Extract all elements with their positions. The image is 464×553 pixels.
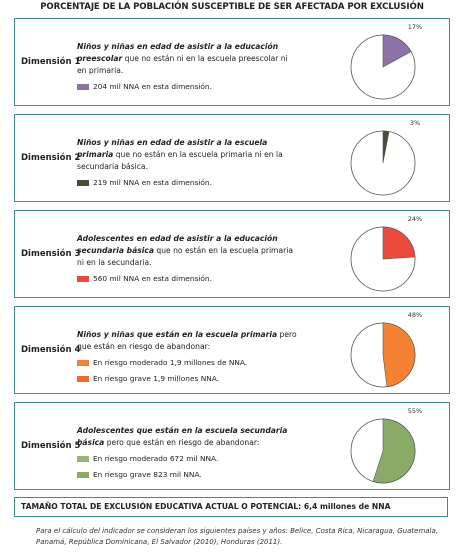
pie-value-label: 24% <box>408 215 422 223</box>
pie-chart: 48% <box>350 311 422 388</box>
legend-item: 560 mil NNA en esta dimensión. <box>77 273 297 285</box>
legend-swatch <box>77 180 89 186</box>
dimension-name: Dimensión 4 <box>21 345 81 355</box>
dimension-box: Dimensión 1 Niños y niñas en edad de asis… <box>14 18 450 106</box>
dimension-box: Dimensión 2 Niños y niñas en edad de asis… <box>14 114 450 202</box>
legend-item: En riesgo grave 823 mil NNA. <box>77 469 297 481</box>
legend-item: En riesgo grave 1,9 millones NNA. <box>77 373 297 385</box>
dimension-box: Dimensión 4 Niños y niñas que están en la… <box>14 306 450 394</box>
legend-swatch <box>77 376 89 382</box>
legend-item: 204 mil NNA en esta dimensión. <box>77 81 297 93</box>
description-text: pero que están en riesgo de abandonar: <box>77 330 297 351</box>
description-emphasis: Niños y niñas que están en la escuela pr… <box>77 330 278 339</box>
dimension-name: Dimensión 1 <box>21 57 81 67</box>
legend-label: En riesgo moderado 672 mil NNA. <box>93 454 219 463</box>
legend-label: 219 mil NNA en esta dimensión. <box>93 178 212 187</box>
dimension-box: Dimensión 5 Adolescentes que están en la … <box>14 402 450 490</box>
legend-swatch <box>77 456 89 462</box>
legend-item: En riesgo moderado 672 mil NNA. <box>77 453 297 465</box>
total-value: 6,4 millones de NNA <box>303 502 391 511</box>
description-emphasis: Adolescentes que están en la escuela sec… <box>77 426 288 447</box>
legend-item: En riesgo moderado 1,9 millones de NNA. <box>77 357 297 369</box>
pie-slice <box>382 130 390 164</box>
description: Niños y niñas que están en la escuela pr… <box>77 329 297 385</box>
pie-value-label: 17% <box>408 23 422 31</box>
footnote: Para el cálculo del indicador se conside… <box>36 527 439 546</box>
legend-swatch <box>77 360 89 366</box>
pie-value-label: 3% <box>410 119 420 127</box>
legend-swatch <box>77 84 89 90</box>
legend-swatch <box>77 276 89 282</box>
dimension-name: Dimensión 2 <box>21 153 81 163</box>
description: Niños y niñas en edad de asistir a la es… <box>77 137 297 189</box>
pie-value-label: 48% <box>408 311 422 319</box>
legend-item: 219 mil NNA en esta dimensión. <box>77 177 297 189</box>
legend-label: 560 mil NNA en esta dimensión. <box>93 274 212 283</box>
description-emphasis: Adolescentes en edad de asistir a la edu… <box>77 234 278 255</box>
legend-label: En riesgo grave 823 mil NNA. <box>93 470 202 479</box>
description-emphasis: Niños y niñas en edad de asistir a la es… <box>77 138 268 159</box>
pie-chart: 3% <box>350 119 420 196</box>
description-text: que no están en la escuela primaria ni e… <box>77 150 283 171</box>
pie-chart: 24% <box>350 215 422 292</box>
description: Adolescentes que están en la escuela sec… <box>77 425 297 481</box>
legend-label: En riesgo grave 1,9 millones NNA. <box>93 374 220 383</box>
pie-value-label: 55% <box>408 407 422 415</box>
legend-label: En riesgo moderado 1,9 millones de NNA. <box>93 358 248 367</box>
pie-chart: 55% <box>350 407 422 484</box>
dimension-name: Dimensión 3 <box>21 249 81 259</box>
pie-slice <box>382 226 416 260</box>
pie-slice <box>382 322 416 388</box>
title: PORCENTAJE DE LA POBLACIÓN SUSCEPTIBLE D… <box>40 2 424 12</box>
pie-chart: 17% <box>350 23 422 100</box>
total: TAMAÑO TOTAL DE EXCLUSIÓN EDUCATIVA ACTU… <box>14 497 448 517</box>
description-emphasis: Niños y niñas en edad de asistir a la ed… <box>77 42 279 63</box>
total-label: TAMAÑO TOTAL DE EXCLUSIÓN EDUCATIVA ACTU… <box>21 502 302 511</box>
description-text: que no están en la escuela primaria ni e… <box>77 246 293 267</box>
legend-label: 204 mil NNA en esta dimensión. <box>93 82 212 91</box>
legend-swatch <box>77 472 89 478</box>
dimension-name: Dimensión 5 <box>21 441 81 451</box>
description-text: que no están ni en la escuela preescolar… <box>77 54 288 75</box>
description: Adolescentes en edad de asistir a la edu… <box>77 233 297 285</box>
description: Niños y niñas en edad de asistir a la ed… <box>77 41 297 93</box>
pie-slice <box>382 34 412 68</box>
description-text: pero que están en riesgo de abandonar: <box>106 438 260 447</box>
pie-slice <box>372 418 416 484</box>
dimension-box: Dimensión 3 Adolescentes en edad de asist… <box>14 210 450 298</box>
